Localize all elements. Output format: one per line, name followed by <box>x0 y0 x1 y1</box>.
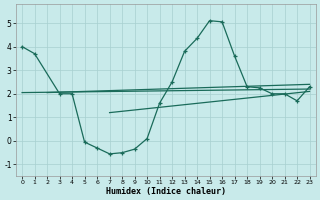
X-axis label: Humidex (Indice chaleur): Humidex (Indice chaleur) <box>106 187 226 196</box>
